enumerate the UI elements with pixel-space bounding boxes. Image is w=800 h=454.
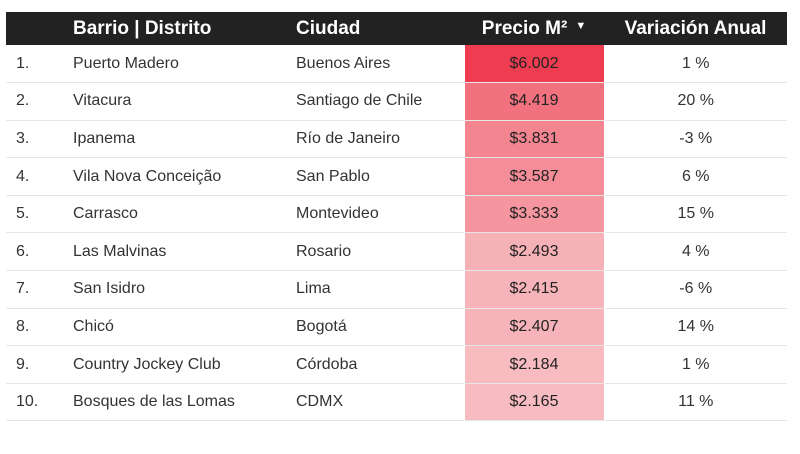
cell-barrio: Carrasco [73, 205, 138, 223]
cell-variacion: -3 % [679, 129, 713, 147]
cell-ciudad: San Pablo [296, 167, 370, 185]
table-row: 8. Chicó Bogotá $2.407 14 % [6, 308, 787, 346]
cell-rank: 6. [16, 242, 30, 260]
cell-precio: $2.415 [463, 270, 605, 309]
cell-precio: $2.407 [463, 308, 605, 346]
table-row: 6. Las Malvinas Rosario $2.493 4 % [6, 232, 787, 271]
header-ciudad[interactable]: Ciudad [296, 12, 464, 45]
cell-variacion: 11 % [678, 393, 714, 411]
cell-precio: $2.493 [463, 232, 605, 271]
header-barrio[interactable]: Barrio | Distrito [73, 12, 296, 45]
price-per-m2-table: Barrio | Distrito Ciudad Precio M² ▼ Vari… [6, 12, 787, 421]
cell-ciudad: Santiago de Chile [296, 92, 423, 110]
cell-rank: 8. [16, 317, 30, 335]
cell-barrio: Country Jockey Club [73, 355, 221, 373]
cell-variacion: 14 % [677, 317, 714, 335]
price-table-container: Barrio | Distrito Ciudad Precio M² ▼ Vari… [6, 12, 787, 421]
header-ciudad-label: Ciudad [296, 17, 361, 39]
cell-rank: 3. [16, 129, 30, 147]
cell-barrio: Vila Nova Conceição [73, 167, 222, 185]
table-row: 1. Puerto Madero Buenos Aires $6.002 1 % [6, 45, 787, 83]
cell-ciudad: Rosario [296, 242, 352, 260]
cell-ciudad: Lima [296, 280, 331, 298]
cell-variacion: 1 % [681, 355, 710, 373]
header-rank [6, 12, 73, 45]
cell-precio: $2.165 [463, 383, 605, 421]
cell-barrio: Bosques de las Lomas [73, 393, 235, 411]
cell-precio: $2.184 [463, 345, 605, 384]
cell-variacion: -6 % [679, 280, 713, 298]
cell-rank: 2. [16, 92, 30, 110]
table-row: 3. Ipanema Río de Janeiro $3.831 -3 % [6, 120, 787, 158]
cell-barrio: Vitacura [73, 92, 132, 110]
cell-barrio: Ipanema [73, 129, 136, 147]
cell-ciudad: Río de Janeiro [296, 129, 401, 147]
header-variacion-label: Variación Anual [624, 17, 767, 39]
cell-rank: 1. [16, 54, 30, 72]
cell-barrio: Chicó [73, 317, 114, 335]
header-precio[interactable]: Precio M² ▼ [464, 12, 604, 45]
cell-barrio: Puerto Madero [73, 54, 179, 72]
cell-precio: $6.002 [463, 45, 605, 83]
table-row: 2. Vitacura Santiago de Chile $4.419 20 % [6, 82, 787, 121]
cell-variacion: 4 % [681, 242, 710, 260]
header-row: Barrio | Distrito Ciudad Precio M² ▼ Vari… [6, 12, 787, 45]
table-body: 1. Puerto Madero Buenos Aires $6.002 1 % 2. Vi… [6, 45, 787, 421]
cell-precio: $3.333 [463, 195, 605, 233]
cell-ciudad: Montevideo [296, 205, 379, 223]
table-header: Barrio | Distrito Ciudad Precio M² ▼ Vari… [6, 12, 787, 45]
header-precio-label: Precio M² [481, 17, 568, 39]
cell-barrio: San Isidro [73, 280, 146, 298]
cell-variacion: 20 % [677, 92, 714, 110]
table-row: 7. San Isidro Lima $2.415 -6 % [6, 270, 787, 309]
cell-rank: 7. [16, 280, 30, 298]
table-row: 9. Country Jockey Club Córdoba $2.184 1 % [6, 345, 787, 384]
cell-rank: 10. [16, 393, 39, 411]
cell-rank: 9. [16, 355, 30, 373]
cell-precio: $3.587 [463, 157, 605, 196]
cell-precio: $4.419 [463, 82, 605, 121]
cell-variacion: 1 % [681, 54, 710, 72]
header-barrio-label: Barrio | Distrito [73, 17, 212, 39]
cell-ciudad: CDMX [296, 393, 344, 411]
cell-rank: 5. [16, 205, 30, 223]
table-row: 10. Bosques de las Lomas CDMX $2.165 11 % [6, 383, 787, 421]
table-row: 5. Carrasco Montevideo $3.333 15 % [6, 195, 787, 233]
cell-precio: $3.831 [463, 120, 605, 158]
sort-desc-icon[interactable]: ▼ [575, 20, 587, 33]
cell-variacion: 15 % [677, 205, 714, 223]
header-variacion[interactable]: Variación Anual [604, 12, 787, 45]
table-row: 4. Vila Nova Conceição San Pablo $3.587 6 % [6, 157, 787, 196]
cell-barrio: Las Malvinas [73, 242, 167, 260]
cell-variacion: 6 % [681, 167, 710, 185]
cell-ciudad: Buenos Aires [296, 54, 391, 72]
cell-ciudad: Bogotá [296, 317, 347, 335]
cell-ciudad: Córdoba [296, 355, 358, 373]
cell-rank: 4. [16, 167, 30, 185]
